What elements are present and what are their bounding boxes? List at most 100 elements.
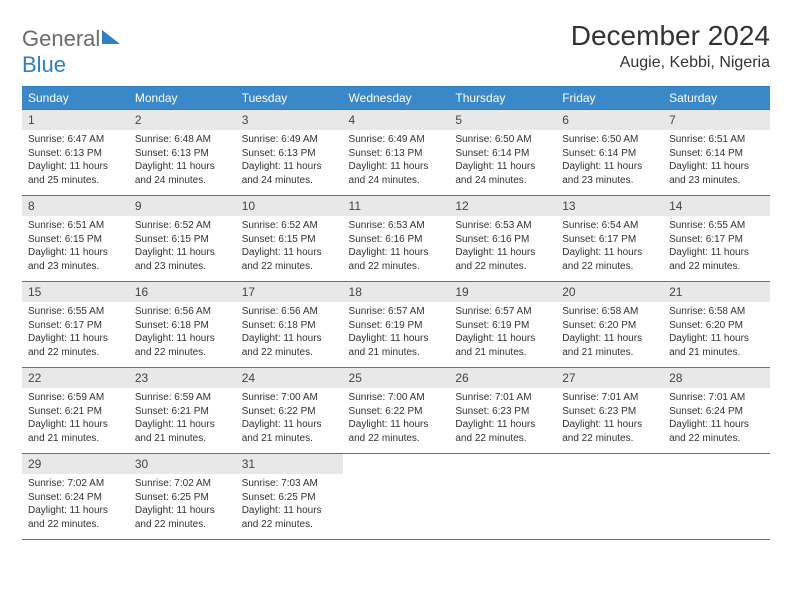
day-number: 4 (343, 110, 450, 130)
calendar-week-row: 22Sunrise: 6:59 AMSunset: 6:21 PMDayligh… (22, 368, 770, 454)
sunrise-line: Sunrise: 6:49 AM (242, 134, 318, 145)
daylight-line: Daylight: 11 hours and 22 minutes. (28, 333, 108, 358)
logo-text-general: General (22, 26, 100, 51)
day-number: 1 (22, 110, 129, 130)
day-number: 22 (22, 368, 129, 388)
sunset-line: Sunset: 6:17 PM (562, 234, 636, 245)
day-number: 3 (236, 110, 343, 130)
day-number: 24 (236, 368, 343, 388)
daylight-line: Daylight: 11 hours and 23 minutes. (28, 247, 108, 272)
daylight-line: Daylight: 11 hours and 24 minutes. (242, 161, 322, 186)
daylight-line: Daylight: 11 hours and 21 minutes. (455, 333, 535, 358)
sunset-line: Sunset: 6:15 PM (135, 234, 209, 245)
calendar-cell: . (449, 454, 556, 540)
calendar-cell: 4Sunrise: 6:49 AMSunset: 6:13 PMDaylight… (343, 110, 450, 196)
sunrise-line: Sunrise: 6:58 AM (669, 306, 745, 317)
calendar-cell: 7Sunrise: 6:51 AMSunset: 6:14 PMDaylight… (663, 110, 770, 196)
day-number: 14 (663, 196, 770, 216)
day-content: Sunrise: 6:53 AMSunset: 6:16 PMDaylight:… (449, 216, 556, 281)
day-number: 20 (556, 282, 663, 302)
day-content: Sunrise: 6:47 AM Sunset: 6:13 PM Daylight:… (22, 130, 129, 195)
logo-text-blue: Blue (22, 52, 66, 77)
calendar-cell: 27Sunrise: 7:01 AMSunset: 6:23 PMDayligh… (556, 368, 663, 454)
day-content: Sunrise: 7:02 AMSunset: 6:24 PMDaylight:… (22, 474, 129, 539)
sunset-line: Sunset: 6:25 PM (242, 492, 316, 503)
sunset-line: Sunset: 6:22 PM (349, 406, 423, 417)
calendar-cell: 17Sunrise: 6:56 AMSunset: 6:18 PMDayligh… (236, 282, 343, 368)
calendar-week-row: 15Sunrise: 6:55 AMSunset: 6:17 PMDayligh… (22, 282, 770, 368)
daylight-line: Daylight: 11 hours and 22 minutes. (455, 419, 535, 444)
day-header: Wednesday (343, 87, 450, 110)
calendar-table: SundayMondayTuesdayWednesdayThursdayFrid… (22, 86, 770, 539)
daylight-line: Daylight: 11 hours and 22 minutes. (242, 333, 322, 358)
day-content: Sunrise: 6:56 AMSunset: 6:18 PMDaylight:… (129, 302, 236, 367)
daylight-line: Daylight: 11 hours and 22 minutes. (242, 505, 322, 530)
logo: General Blue (22, 26, 120, 78)
sunset-line: Sunset: 6:13 PM (135, 148, 209, 159)
daylight-line: Daylight: 11 hours and 24 minutes. (455, 161, 535, 186)
calendar-cell: 22Sunrise: 6:59 AMSunset: 6:21 PMDayligh… (22, 368, 129, 454)
calendar-cell: 11Sunrise: 6:53 AMSunset: 6:16 PMDayligh… (343, 196, 450, 282)
day-header: Tuesday (236, 87, 343, 110)
sunrise-line: Sunrise: 6:47 AM (28, 134, 104, 145)
calendar-bottom-border (22, 539, 770, 540)
sunrise-line: Sunrise: 6:56 AM (135, 306, 211, 317)
calendar-cell: . (343, 454, 450, 540)
day-content: Sunrise: 6:54 AMSunset: 6:17 PMDaylight:… (556, 216, 663, 281)
calendar-cell: 3Sunrise: 6:49 AMSunset: 6:13 PMDaylight… (236, 110, 343, 196)
day-number: 19 (449, 282, 556, 302)
sunset-line: Sunset: 6:24 PM (28, 492, 102, 503)
day-number: 12 (449, 196, 556, 216)
calendar-body: 1 Sunrise: 6:47 AM Sunset: 6:13 PM Daylight… (22, 110, 770, 540)
daylight-line: Daylight: 11 hours and 24 minutes. (135, 161, 215, 186)
calendar-cell: 1 Sunrise: 6:47 AM Sunset: 6:13 PM Daylight… (22, 110, 129, 196)
calendar-cell: 18Sunrise: 6:57 AMSunset: 6:19 PMDayligh… (343, 282, 450, 368)
sunrise-line: Sunrise: 6:53 AM (349, 220, 425, 231)
daylight-line: Daylight: 11 hours and 22 minutes. (135, 505, 215, 530)
daylight-line: Daylight: 11 hours and 22 minutes. (669, 247, 749, 272)
daylight-line: Daylight: 11 hours and 22 minutes. (562, 419, 642, 444)
day-content: Sunrise: 6:51 AMSunset: 6:14 PMDaylight:… (663, 130, 770, 195)
sunset-line: Sunset: 6:24 PM (669, 406, 743, 417)
sunrise-line: Sunrise: 7:01 AM (455, 392, 531, 403)
sunrise-line: Sunrise: 6:56 AM (242, 306, 318, 317)
day-content: Sunrise: 6:59 AMSunset: 6:21 PMDaylight:… (22, 388, 129, 453)
logo-text-block: General Blue (22, 26, 120, 78)
calendar-cell: 15Sunrise: 6:55 AMSunset: 6:17 PMDayligh… (22, 282, 129, 368)
daylight-line: Daylight: 11 hours and 23 minutes. (669, 161, 749, 186)
day-number: 30 (129, 454, 236, 474)
day-content: Sunrise: 7:01 AMSunset: 6:23 PMDaylight:… (449, 388, 556, 453)
daylight-line: Daylight: 11 hours and 22 minutes. (242, 247, 322, 272)
calendar-cell: . (556, 454, 663, 540)
sunset-line: Sunset: 6:17 PM (28, 320, 102, 331)
day-number: 9 (129, 196, 236, 216)
day-content: Sunrise: 7:00 AMSunset: 6:22 PMDaylight:… (343, 388, 450, 453)
day-number: 11 (343, 196, 450, 216)
sunrise-line: Sunrise: 6:53 AM (455, 220, 531, 231)
day-content: Sunrise: 6:56 AMSunset: 6:18 PMDaylight:… (236, 302, 343, 367)
sunrise-line: Sunrise: 6:54 AM (562, 220, 638, 231)
calendar-cell: 6Sunrise: 6:50 AMSunset: 6:14 PMDaylight… (556, 110, 663, 196)
logo-triangle-icon (102, 30, 120, 44)
calendar-week-row: 1 Sunrise: 6:47 AM Sunset: 6:13 PM Daylight… (22, 110, 770, 196)
sunrise-line: Sunrise: 6:50 AM (455, 134, 531, 145)
day-content: Sunrise: 6:52 AMSunset: 6:15 PMDaylight:… (236, 216, 343, 281)
day-number: 23 (129, 368, 236, 388)
sunset-line: Sunset: 6:21 PM (135, 406, 209, 417)
day-content: Sunrise: 6:50 AMSunset: 6:14 PMDaylight:… (449, 130, 556, 195)
calendar-cell: . (663, 454, 770, 540)
sunrise-line: Sunrise: 6:57 AM (455, 306, 531, 317)
day-content: Sunrise: 6:49 AMSunset: 6:13 PMDaylight:… (343, 130, 450, 195)
daylight-line: Daylight: 11 hours and 22 minutes. (669, 419, 749, 444)
sunset-line: Sunset: 6:13 PM (28, 148, 102, 159)
sunset-line: Sunset: 6:18 PM (135, 320, 209, 331)
daylight-line: Daylight: 11 hours and 21 minutes. (349, 333, 429, 358)
header-row: General Blue December 2024 Augie, Kebbi,… (22, 20, 770, 78)
calendar-cell: 29Sunrise: 7:02 AMSunset: 6:24 PMDayligh… (22, 454, 129, 540)
day-number: 2 (129, 110, 236, 130)
month-title: December 2024 (571, 20, 770, 52)
day-header: Monday (129, 87, 236, 110)
daylight-line: Daylight: 11 hours and 25 minutes. (28, 161, 108, 186)
calendar-cell: 5Sunrise: 6:50 AMSunset: 6:14 PMDaylight… (449, 110, 556, 196)
day-number: 21 (663, 282, 770, 302)
